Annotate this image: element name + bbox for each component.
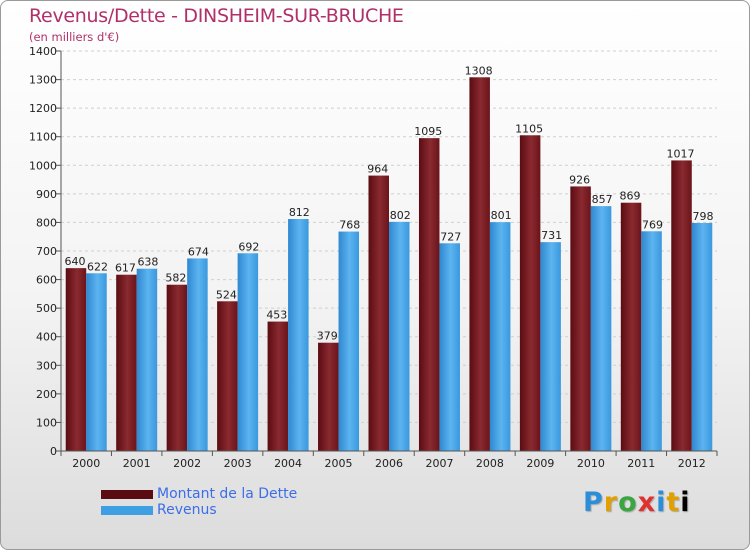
bar-revenus [288,219,309,451]
legend-swatch-revenus [101,506,153,515]
value-label-dette: 640 [64,255,85,268]
value-label-revenus: 801 [491,209,512,222]
value-label-revenus: 857 [592,193,613,206]
value-label-revenus: 622 [87,260,108,273]
logo-letter: P [583,487,604,518]
y-tick-label: 200 [36,388,57,401]
value-label-dette: 582 [165,272,186,285]
y-tick-label: 700 [36,245,57,258]
value-label-dette: 453 [266,309,287,322]
legend-swatch-debt [101,490,153,499]
y-tick-label: 0 [50,445,57,458]
bar-dette [318,342,339,451]
value-label-dette: 379 [317,330,338,343]
bar-dette [166,284,188,451]
proxiti-logo: Proxiti [583,487,691,518]
y-tick-label: 1000 [29,159,57,172]
value-label-revenus: 638 [137,256,158,269]
value-label-dette: 1308 [465,64,493,77]
bar-revenus [237,253,259,451]
x-tick-label: 2001 [123,457,151,470]
x-tick-label: 2009 [526,457,554,470]
bar-revenus [590,206,612,451]
y-tick-label: 400 [36,331,57,344]
y-tick-label: 800 [36,216,57,229]
bar-revenus [338,231,360,451]
x-tick-label: 2003 [224,457,252,470]
bar-revenus [136,268,158,451]
bar-dette [116,274,137,451]
value-label-dette: 926 [569,173,590,186]
logo-letter: i [680,487,691,518]
bar-dette [519,135,541,452]
logo-letter: x [637,487,657,518]
value-label-dette: 617 [115,262,136,275]
bar-dette [469,77,490,452]
y-tick-label: 1400 [29,45,57,58]
x-tick-label: 2008 [476,457,504,470]
legend-label-revenus: Revenus [157,502,217,518]
logo-letter: t [666,487,681,518]
bar-dette [217,301,238,451]
value-label-dette: 524 [216,288,237,301]
bar-dette [570,186,591,451]
bar-revenus [691,223,713,451]
legend-label-debt: Montant de la Dette [157,486,298,502]
y-tick-label: 600 [36,274,57,287]
x-tick-label: 2007 [425,457,453,470]
value-label-dette: 869 [620,190,641,203]
chart-subtitle: (en milliers d'€) [29,30,120,44]
bar-revenus [540,242,561,451]
bar-revenus [187,258,208,451]
value-label-revenus: 674 [188,245,209,258]
y-tick-label: 1200 [29,102,57,115]
bar-dette [368,175,389,452]
bar-revenus [489,222,511,451]
y-tick-label: 1100 [29,131,57,144]
value-label-dette: 1017 [667,147,695,160]
value-label-revenus: 812 [289,206,310,219]
value-label-revenus: 768 [339,219,360,232]
x-tick-label: 2004 [274,457,302,470]
x-tick-label: 2010 [577,457,605,470]
value-label-dette: 964 [367,163,388,176]
value-label-revenus: 727 [440,230,461,243]
logo-letter: i [656,487,667,518]
bar-revenus [439,243,460,451]
bar-revenus [389,221,410,451]
value-label-dette: 1105 [515,122,543,135]
y-tick-label: 900 [36,188,57,201]
value-label-revenus: 798 [693,210,714,223]
bar-dette [267,321,289,451]
value-label-dette: 1095 [414,125,442,138]
y-tick-label: 500 [36,302,57,315]
bar-dette [65,268,87,451]
value-label-revenus: 769 [642,218,663,231]
bar-dette [620,202,642,451]
value-label-revenus: 731 [541,229,562,242]
value-label-revenus: 692 [238,240,259,253]
bar-revenus [86,273,107,451]
x-tick-label: 2012 [678,457,706,470]
bar-dette [418,138,440,451]
x-tick-label: 2005 [325,457,353,470]
x-tick-label: 2002 [173,457,201,470]
logo-letter: r [603,487,619,518]
bar-revenus [641,231,662,451]
x-tick-label: 2011 [627,457,655,470]
chart-title: Revenus/Dette - DINSHEIM-SUR-BRUCHE [29,5,404,27]
bar-dette [671,160,692,451]
logo-letter: o [618,487,638,518]
y-tick-label: 300 [36,359,57,372]
value-label-revenus: 802 [390,209,411,222]
x-tick-label: 2000 [72,457,100,470]
y-tick-label: 100 [36,416,57,429]
y-tick-label: 1300 [29,74,57,87]
x-tick-label: 2006 [375,457,403,470]
